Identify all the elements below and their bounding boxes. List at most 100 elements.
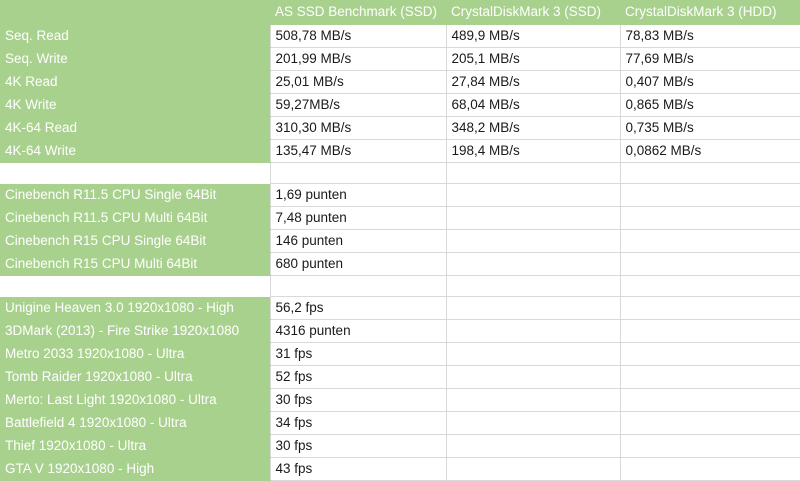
column-header-as_ssd: AS SSD Benchmark (SSD): [270, 0, 446, 25]
table-row: Cinebench R15 CPU Single 64Bit 146 punten: [0, 229, 800, 253]
cell-cdm_ssd[interactable]: [445, 388, 620, 412]
table-row: Seq. Write 201,99 MB/s 205,1 MB/s 77,69 MB/…: [0, 47, 800, 71]
cell-cdm_hdd[interactable]: 78,83 MB/s: [619, 24, 800, 48]
table-header-row: AS SSD Benchmark (SSD) CrystalDiskMark 3 …: [0, 0, 800, 25]
row-label[interactable]: Thief 1920x1080 - Ultra: [0, 434, 270, 458]
cell-cdm_hdd[interactable]: [619, 457, 800, 481]
cell-as_ssd[interactable]: 201,99 MB/s: [269, 47, 446, 71]
row-label[interactable]: Tomb Raider 1920x1080 - Ultra: [0, 365, 270, 389]
cell-cdm_ssd[interactable]: [445, 296, 620, 320]
cell-as_ssd[interactable]: 508,78 MB/s: [269, 24, 446, 48]
section-spacer-row: [0, 275, 800, 297]
table-row: Metro 2033 1920x1080 - Ultra 31 fps: [0, 342, 800, 366]
spacer-label-cell: [0, 162, 270, 184]
cell-cdm_ssd[interactable]: 205,1 MB/s: [445, 47, 620, 71]
cell-cdm_hdd[interactable]: [619, 342, 800, 366]
cell-cdm_hdd[interactable]: [619, 388, 800, 412]
spacer-value-cell: [619, 162, 800, 184]
cell-cdm_ssd[interactable]: 27,84 MB/s: [445, 70, 620, 94]
table-row: Battlefield 4 1920x1080 - Ultra 34 fps: [0, 411, 800, 435]
cell-as_ssd[interactable]: 34 fps: [269, 411, 446, 435]
cell-as_ssd[interactable]: 310,30 MB/s: [269, 116, 446, 140]
cell-cdm_ssd[interactable]: [445, 206, 620, 230]
cell-cdm_hdd[interactable]: [619, 434, 800, 458]
row-label[interactable]: GTA V 1920x1080 - High: [0, 457, 270, 481]
spacer-label-cell: [0, 275, 270, 297]
table-row: 4K-64 Read 310,30 MB/s 348,2 MB/s 0,735 MB/…: [0, 116, 800, 140]
row-label[interactable]: 4K Read: [0, 70, 270, 94]
cell-cdm_ssd[interactable]: [445, 434, 620, 458]
row-label[interactable]: 4K-64 Write: [0, 139, 270, 163]
cell-cdm_ssd[interactable]: [445, 229, 620, 253]
row-label[interactable]: Unigine Heaven 3.0 1920x1080 - High: [0, 296, 270, 320]
cell-cdm_ssd[interactable]: [445, 183, 620, 207]
row-label[interactable]: Cinebench R11.5 CPU Single 64Bit: [0, 183, 270, 207]
table-row: GTA V 1920x1080 - High 43 fps: [0, 457, 800, 481]
row-label[interactable]: Cinebench R11.5 CPU Multi 64Bit: [0, 206, 270, 230]
cell-as_ssd[interactable]: 31 fps: [269, 342, 446, 366]
cell-cdm_hdd[interactable]: 0,865 MB/s: [619, 93, 800, 117]
row-label[interactable]: 4K Write: [0, 93, 270, 117]
cell-as_ssd[interactable]: 7,48 punten: [269, 206, 446, 230]
spacer-value-cell: [445, 162, 620, 184]
cell-cdm_hdd[interactable]: [619, 319, 800, 343]
cell-cdm_hdd[interactable]: [619, 365, 800, 389]
cell-cdm_ssd[interactable]: [445, 365, 620, 389]
cell-cdm_hdd[interactable]: 77,69 MB/s: [619, 47, 800, 71]
table-row: 3DMark (2013) - Fire Strike 1920x1080 431…: [0, 319, 800, 343]
cell-cdm_hdd[interactable]: 0,407 MB/s: [619, 70, 800, 94]
cell-cdm_hdd[interactable]: [619, 252, 800, 276]
row-label[interactable]: Seq. Read: [0, 24, 270, 48]
cell-as_ssd[interactable]: 56,2 fps: [269, 296, 446, 320]
cell-cdm_ssd[interactable]: [445, 411, 620, 435]
cell-as_ssd[interactable]: 59,27MB/s: [269, 93, 446, 117]
cell-cdm_hdd[interactable]: [619, 229, 800, 253]
row-label[interactable]: Merto: Last Light 1920x1080 - Ultra: [0, 388, 270, 412]
cell-as_ssd[interactable]: 146 punten: [269, 229, 446, 253]
cell-cdm_ssd[interactable]: 348,2 MB/s: [445, 116, 620, 140]
table-row: Unigine Heaven 3.0 1920x1080 - High 56,2 …: [0, 296, 800, 320]
row-label[interactable]: Battlefield 4 1920x1080 - Ultra: [0, 411, 270, 435]
cell-cdm_ssd[interactable]: 198,4 MB/s: [445, 139, 620, 163]
column-header-cdm_ssd: CrystalDiskMark 3 (SSD): [446, 0, 620, 25]
spacer-value-cell: [269, 162, 446, 184]
cell-cdm_ssd[interactable]: 489,9 MB/s: [445, 24, 620, 48]
cell-cdm_hdd[interactable]: [619, 206, 800, 230]
table-row: Cinebench R11.5 CPU Single 64Bit 1,69 pun…: [0, 183, 800, 207]
cell-cdm_ssd[interactable]: [445, 457, 620, 481]
table-row: 4K Read 25,01 MB/s 27,84 MB/s 0,407 MB/s: [0, 70, 800, 94]
cell-as_ssd[interactable]: 4316 punten: [269, 319, 446, 343]
row-label[interactable]: Cinebench R15 CPU Multi 64Bit: [0, 252, 270, 276]
row-label[interactable]: Seq. Write: [0, 47, 270, 71]
cell-as_ssd[interactable]: 135,47 MB/s: [269, 139, 446, 163]
cell-as_ssd[interactable]: 1,69 punten: [269, 183, 446, 207]
cell-cdm_hdd[interactable]: [619, 411, 800, 435]
cell-cdm_ssd[interactable]: [445, 319, 620, 343]
cell-cdm_ssd[interactable]: [445, 342, 620, 366]
cell-cdm_hdd[interactable]: 0,0862 MB/s: [619, 139, 800, 163]
cell-as_ssd[interactable]: 30 fps: [269, 388, 446, 412]
column-header-blank: [0, 0, 270, 25]
table-row: Seq. Read 508,78 MB/s 489,9 MB/s 78,83 MB/s: [0, 24, 800, 48]
row-label[interactable]: Cinebench R15 CPU Single 64Bit: [0, 229, 270, 253]
table-row: 4K Write 59,27MB/s 68,04 MB/s 0,865 MB/s: [0, 93, 800, 117]
cell-cdm_hdd[interactable]: [619, 296, 800, 320]
spacer-value-cell: [445, 275, 620, 297]
cell-cdm_hdd[interactable]: [619, 183, 800, 207]
cell-as_ssd[interactable]: 52 fps: [269, 365, 446, 389]
cell-as_ssd[interactable]: 43 fps: [269, 457, 446, 481]
cell-cdm_ssd[interactable]: 68,04 MB/s: [445, 93, 620, 117]
cell-cdm_ssd[interactable]: [445, 252, 620, 276]
cell-as_ssd[interactable]: 25,01 MB/s: [269, 70, 446, 94]
table-row: Cinebench R15 CPU Multi 64Bit 680 punten: [0, 252, 800, 276]
section-spacer-row: [0, 162, 800, 184]
cell-as_ssd[interactable]: 680 punten: [269, 252, 446, 276]
row-label[interactable]: 3DMark (2013) - Fire Strike 1920x1080: [0, 319, 270, 343]
cell-as_ssd[interactable]: 30 fps: [269, 434, 446, 458]
cell-cdm_hdd[interactable]: 0,735 MB/s: [619, 116, 800, 140]
row-label[interactable]: Metro 2033 1920x1080 - Ultra: [0, 342, 270, 366]
row-label[interactable]: 4K-64 Read: [0, 116, 270, 140]
